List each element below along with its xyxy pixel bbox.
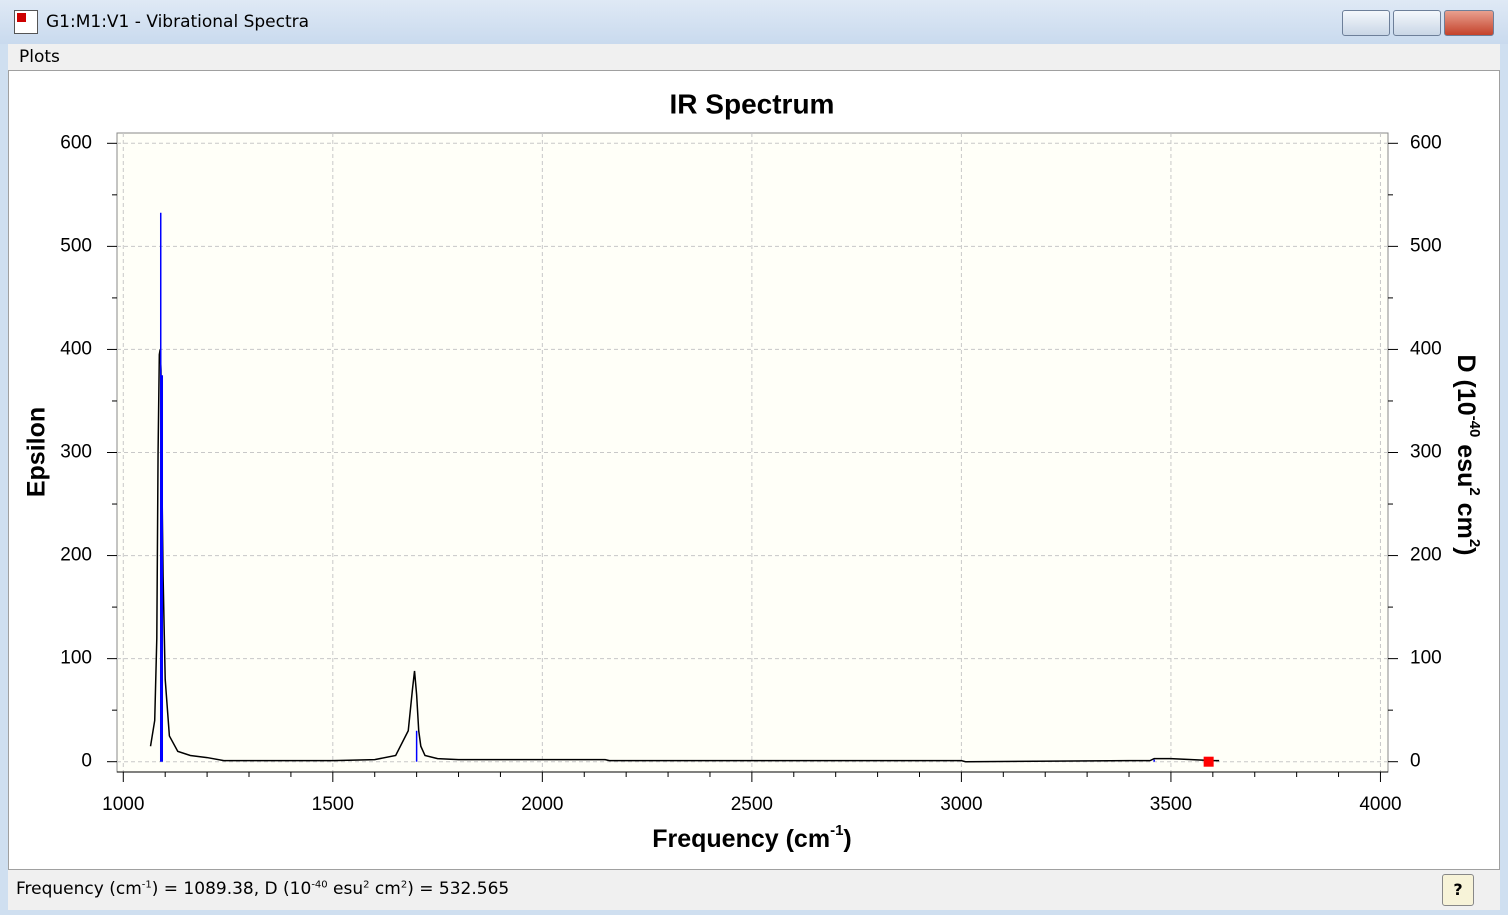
y-tick-label: 400 [60,338,92,359]
y-tick-label: 0 [81,751,92,772]
status-bar: Frequency (cm-1) = 1089.38, D (10-40 esu… [8,870,1500,910]
y-tick-label: 100 [60,648,92,669]
minimize-button[interactable] [1342,10,1390,36]
x-tick-label: 2500 [731,794,773,815]
window-title: G1:M1:V1 - Vibrational Spectra [46,12,310,32]
help-button[interactable]: ? [1442,874,1474,906]
y-tick-label: 300 [60,442,92,463]
axis-label-part: ) [843,825,851,853]
window-icon [14,10,38,34]
y2-tick-label: 500 [1410,235,1442,256]
axis-label-superscript: 2 [1466,487,1483,495]
axis-label-superscript: -1 [830,822,843,839]
status-superscript: 2 [400,879,408,891]
status-part: esu [327,879,364,899]
x-tick-label: 3000 [940,794,982,815]
status-superscript: -1 [141,879,152,891]
status-part: ) = 1089.38, D (10 [151,879,312,899]
menu-bar: Plots [8,44,1500,70]
x-axis-label: Frequency (cm-1) [652,822,852,852]
axis-label-part: esu [1452,437,1480,487]
x-tick-label: 4000 [1359,794,1401,815]
axis-label-superscript: -40 [1466,416,1483,438]
close-button[interactable] [1444,10,1494,36]
axis-label-part: cm [1452,496,1480,539]
status-part: cm [369,879,401,899]
y-tick-label: 600 [60,132,92,153]
status-part: Frequency (cm [16,879,142,899]
axis-label-part: Frequency (cm [652,825,830,853]
status-text: Frequency (cm-1) = 1089.38, D (10-40 esu… [16,879,509,899]
title-bar: G1:M1:V1 - Vibrational Spectra [0,0,1508,44]
menu-item[interactable]: Plots [19,47,60,67]
y2-tick-label: 600 [1410,132,1442,153]
y2-tick-label: 200 [1410,545,1442,566]
y-axis-label: Epsilon [23,407,51,497]
status-part: ) = 532.565 [407,879,510,899]
chart-title: IR Spectrum [670,88,835,119]
marker [1203,756,1214,767]
x-tick-label: 3500 [1150,794,1192,815]
axis-label-part: ) [1452,547,1480,555]
status-superscript: -40 [311,879,328,891]
status-superscript: 2 [363,879,370,891]
y2-tick-label: 0 [1410,751,1421,772]
y2-tick-label: 100 [1410,648,1442,669]
y2-axis-label: D (10-40 esu2 cm2) [1452,355,1482,556]
x-tick-label: 2000 [521,794,563,815]
y-tick-label: 200 [60,545,92,566]
y2-tick-label: 300 [1410,442,1442,463]
y2-tick-label: 400 [1410,338,1442,359]
maximize-button[interactable] [1393,10,1441,36]
axis-label-part: D (10 [1452,355,1480,416]
axis-label-superscript: 2 [1466,539,1483,547]
x-tick-label: 1000 [102,794,144,815]
x-tick-label: 1500 [312,794,354,815]
y-tick-label: 500 [60,235,92,256]
